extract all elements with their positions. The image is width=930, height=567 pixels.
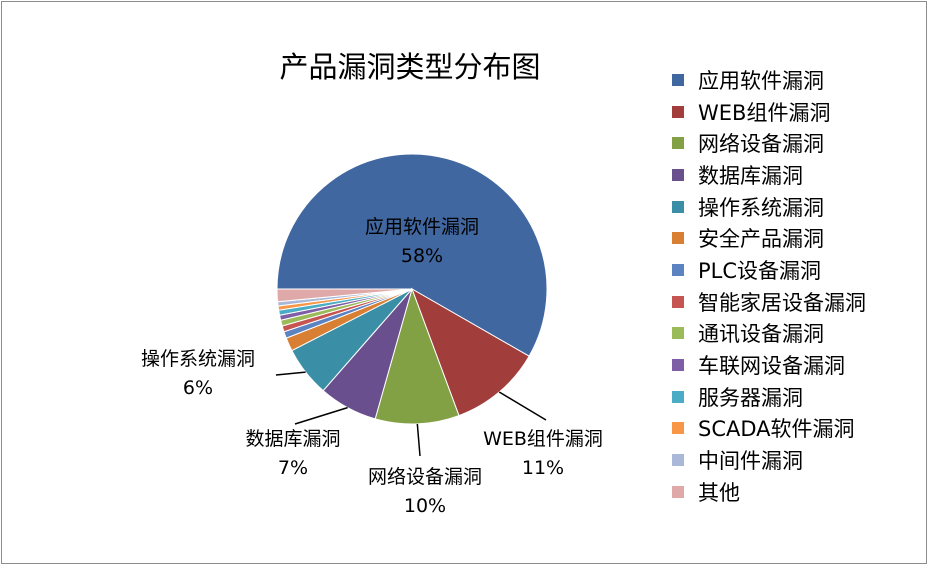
slice-name-label-3: 数据库漏洞 bbox=[245, 428, 340, 450]
legend-item-7: 智能家居设备漏洞 bbox=[672, 286, 866, 318]
leader-line-2 bbox=[416, 423, 421, 457]
legend-item-11: SCADA软件漏洞 bbox=[672, 413, 866, 445]
slice-percent-label-4: 6% bbox=[183, 377, 213, 399]
legend-swatch bbox=[672, 422, 684, 435]
legend-label: 服务器漏洞 bbox=[698, 385, 803, 410]
legend-swatch bbox=[672, 390, 684, 403]
slice-percent-label-3: 7% bbox=[278, 457, 308, 479]
legend-item-4: 操作系统漏洞 bbox=[672, 191, 866, 223]
legend-item-6: PLC设备漏洞 bbox=[672, 254, 866, 286]
legend-label: 中间件漏洞 bbox=[698, 449, 803, 474]
legend-label: WEB组件漏洞 bbox=[698, 100, 831, 125]
legend-item-8: 通讯设备漏洞 bbox=[672, 318, 866, 350]
leader-line-4 bbox=[275, 371, 306, 376]
legend-label: 操作系统漏洞 bbox=[698, 195, 824, 220]
pie-slice-13 bbox=[276, 288, 413, 303]
legend-item-9: 车联网设备漏洞 bbox=[672, 349, 866, 381]
legend-swatch bbox=[672, 232, 684, 245]
legend-label: 其他 bbox=[698, 480, 740, 505]
legend-swatch bbox=[672, 137, 684, 150]
slice-percent-label-1: 11% bbox=[522, 457, 564, 479]
legend-swatch bbox=[672, 168, 684, 181]
chart-title: 产品漏洞类型分布图 bbox=[279, 50, 541, 84]
legend-item-10: 服务器漏洞 bbox=[672, 381, 866, 413]
legend-item-1: WEB组件漏洞 bbox=[672, 96, 866, 128]
legend-swatch bbox=[672, 105, 684, 118]
legend-label: 智能家居设备漏洞 bbox=[698, 290, 866, 315]
pie-slice-2 bbox=[374, 287, 460, 425]
legend-swatch bbox=[672, 263, 684, 276]
leader-line-1 bbox=[498, 391, 547, 421]
legend-swatch bbox=[672, 295, 684, 308]
legend-item-0: 应用软件漏洞 bbox=[672, 64, 866, 96]
legend-label: 车联网设备漏洞 bbox=[698, 354, 845, 379]
slice-percent-label-2: 10% bbox=[404, 495, 446, 517]
legend-swatch bbox=[672, 200, 684, 213]
legend-item-2: 网络设备漏洞 bbox=[672, 127, 866, 159]
legend-swatch bbox=[672, 73, 684, 86]
legend-item-3: 数据库漏洞 bbox=[672, 159, 866, 191]
pie-slice-0 bbox=[276, 153, 548, 357]
slice-name-label-2: 网络设备漏洞 bbox=[368, 466, 482, 488]
legend-swatch bbox=[672, 485, 684, 498]
legend-swatch bbox=[672, 327, 684, 340]
slice-percent-label-0: 58% bbox=[401, 245, 443, 267]
legend-item-5: 安全产品漏洞 bbox=[672, 222, 866, 254]
legend-swatch bbox=[672, 454, 684, 467]
slice-name-label-4: 操作系统漏洞 bbox=[141, 348, 255, 370]
legend-label: 通讯设备漏洞 bbox=[698, 322, 824, 347]
legend-label: 网络设备漏洞 bbox=[698, 132, 824, 157]
legend-label: PLC设备漏洞 bbox=[698, 258, 822, 283]
legend-label: 安全产品漏洞 bbox=[698, 227, 824, 252]
legend-label: 应用软件漏洞 bbox=[698, 68, 824, 93]
legend-label: 数据库漏洞 bbox=[698, 163, 803, 188]
leader-line-3 bbox=[294, 406, 348, 425]
legend-label: SCADA软件漏洞 bbox=[698, 417, 855, 442]
slice-name-label-0: 应用软件漏洞 bbox=[365, 216, 479, 238]
legend-swatch bbox=[672, 359, 684, 372]
legend: 应用软件漏洞 WEB组件漏洞 网络设备漏洞 数据库漏洞操作系统漏洞 安全产品漏洞 PLC设… bbox=[672, 64, 866, 508]
legend-item-13: 其他 bbox=[672, 476, 866, 508]
slice-name-label-1: WEB组件漏洞 bbox=[483, 428, 603, 450]
legend-item-12: 中间件漏洞 bbox=[672, 444, 866, 476]
